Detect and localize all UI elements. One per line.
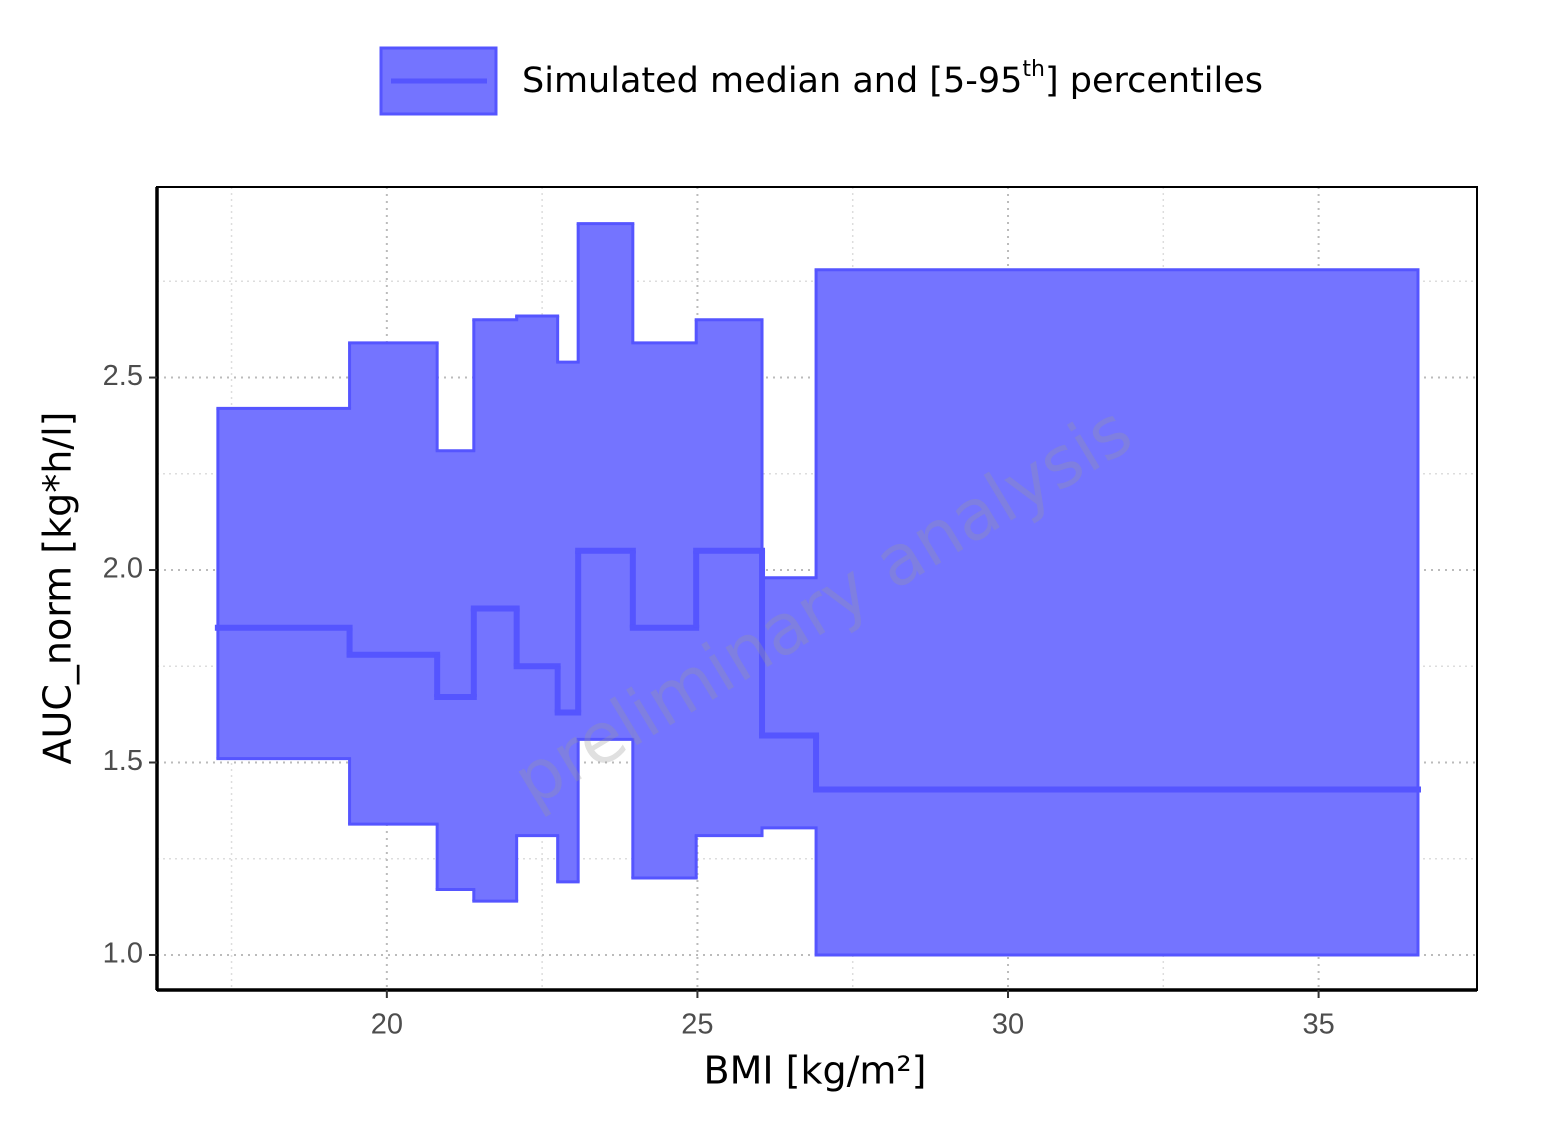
y-tick-label: 2.5: [103, 360, 143, 392]
plot-layer: [157, 187, 1477, 990]
ribbon-segment: [349, 342, 438, 825]
x-tick-label: 35: [1302, 1009, 1334, 1041]
ribbon-segment: [516, 315, 559, 837]
y-tick-label: 2.0: [103, 553, 143, 585]
legend-text: ] percentiles: [1045, 61, 1263, 101]
ribbon-segment: [436, 450, 475, 891]
ribbon-segment: [695, 319, 763, 837]
ribbon-segment: [632, 342, 697, 879]
legend-text: Simulated median and [5-95: [522, 61, 1022, 101]
ribbon-segment: [815, 269, 1419, 956]
y-tick-label: 1.5: [103, 745, 143, 777]
x-axis-title: BMI [kg/m²]: [704, 1049, 927, 1093]
x-tick-label: 30: [992, 1009, 1024, 1041]
legend-sup: th: [1022, 57, 1045, 82]
x-tick-label: 25: [681, 1009, 713, 1041]
legend-label: Simulated median and [5-95th] percentile…: [522, 57, 1263, 101]
ribbon-segment: [761, 577, 817, 829]
ribbon-segment: [217, 407, 351, 760]
y-tick-label: 1.0: [103, 938, 143, 970]
y-axis-title: AUC_norm [kg*h/l]: [36, 412, 80, 765]
x-tick-label: 20: [371, 1009, 403, 1041]
ribbon-segment: [577, 223, 634, 740]
